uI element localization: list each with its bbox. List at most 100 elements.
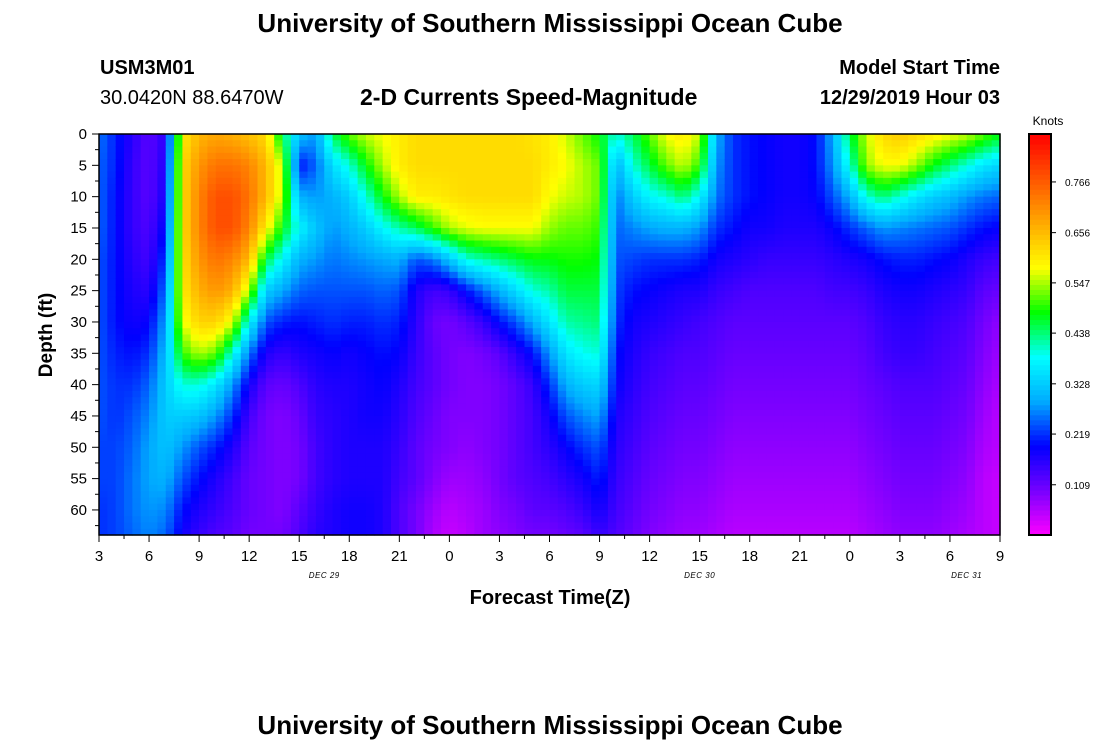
- heatmap-cell: [532, 196, 542, 204]
- heatmap-cell: [365, 196, 375, 204]
- heatmap-cell: [441, 284, 450, 292]
- heatmap-cell: [616, 265, 626, 273]
- heatmap-cell: [607, 184, 617, 191]
- heatmap-cell: [390, 422, 400, 430]
- heatmap-cell: [407, 491, 417, 499]
- heatmap-cell: [657, 246, 667, 254]
- heatmap-cell: [140, 441, 150, 448]
- heatmap-cell: [549, 516, 559, 524]
- heatmap-cell: [708, 484, 717, 492]
- heatmap-cell: [591, 171, 601, 179]
- heatmap-cell: [390, 359, 400, 367]
- heatmap-cell: [174, 415, 184, 423]
- heatmap-cell: [507, 240, 517, 248]
- heatmap-cell: [140, 296, 150, 304]
- heatmap-cell: [282, 497, 292, 505]
- heatmap-cell: [532, 428, 542, 436]
- heatmap-cell: [249, 221, 259, 229]
- heatmap-cell: [474, 221, 484, 229]
- heatmap-cell: [574, 509, 584, 517]
- heatmap-cell: [332, 434, 342, 442]
- heatmap-cell: [466, 528, 476, 536]
- heatmap-cell: [741, 334, 751, 342]
- heatmap-cell: [674, 378, 684, 386]
- heatmap-cell: [199, 184, 209, 191]
- heatmap-cell: [691, 466, 701, 473]
- heatmap-cell: [641, 528, 651, 536]
- heatmap-cell: [324, 378, 334, 386]
- heatmap-cell: [182, 259, 192, 267]
- heatmap-cell: [441, 472, 450, 480]
- heatmap-cell: [357, 215, 367, 223]
- heatmap-cell: [324, 509, 334, 517]
- heatmap-cell: [557, 171, 567, 179]
- heatmap-cell: [516, 528, 526, 536]
- heatmap-cell: [232, 177, 242, 185]
- heatmap-cell: [407, 271, 417, 279]
- heatmap-cell: [741, 365, 751, 373]
- heatmap-cell: [340, 227, 350, 235]
- heatmap-cell: [424, 209, 434, 217]
- heatmap-cell: [416, 196, 425, 204]
- heatmap-cell: [124, 221, 133, 229]
- heatmap-cell: [733, 359, 742, 367]
- heatmap-cell: [382, 202, 392, 210]
- heatmap-cell: [499, 246, 509, 254]
- heatmap-cell: [699, 466, 709, 473]
- heatmap-cell: [591, 409, 601, 417]
- heatmap-cell: [474, 497, 484, 505]
- heatmap-cell: [507, 196, 517, 204]
- heatmap-cell: [574, 453, 584, 461]
- heatmap-cell: [99, 259, 108, 267]
- heatmap-cell: [432, 372, 442, 379]
- heatmap-cell: [691, 353, 701, 361]
- heatmap-cell: [524, 159, 534, 166]
- heatmap-cell: [591, 484, 601, 492]
- heatmap-cell: [582, 484, 592, 492]
- heatmap-cell: [482, 384, 492, 392]
- heatmap-cell: [491, 159, 501, 166]
- heatmap-cell: [124, 253, 133, 260]
- heatmap-cell: [349, 365, 359, 373]
- heatmap-cell: [532, 403, 542, 411]
- heatmap-cell: [407, 384, 417, 392]
- heatmap-cell: [199, 340, 209, 348]
- heatmap-cell: [724, 177, 734, 185]
- heatmap-cell: [140, 159, 150, 166]
- heatmap-cell: [399, 503, 409, 511]
- heatmap-cell: [240, 215, 250, 223]
- heatmap-cell: [632, 309, 642, 317]
- heatmap-cell: [115, 472, 125, 480]
- heatmap-cell: [482, 165, 492, 173]
- heatmap-cell: [357, 365, 367, 373]
- heatmap-cell: [691, 478, 701, 486]
- heatmap-cell: [232, 472, 242, 480]
- heatmap-cell: [207, 409, 217, 417]
- heatmap-cell: [232, 453, 242, 461]
- heatmap-cell: [332, 441, 342, 448]
- heatmap-cell: [532, 253, 542, 260]
- heatmap-cell: [716, 384, 726, 392]
- heatmap-cell: [632, 516, 642, 524]
- heatmap-cell: [516, 328, 526, 336]
- heatmap-cell: [733, 177, 742, 185]
- heatmap-cell: [190, 378, 200, 386]
- heatmap-cell: [157, 522, 167, 530]
- heatmap-cell: [491, 196, 501, 204]
- heatmap-cell: [307, 265, 317, 273]
- heatmap-cell: [240, 321, 250, 329]
- heatmap-cell: [741, 146, 751, 154]
- heatmap-cell: [315, 334, 325, 342]
- heatmap-cell: [249, 209, 259, 217]
- heatmap-cell: [674, 309, 684, 317]
- heatmap-cell: [307, 384, 317, 392]
- heatmap-cell: [115, 184, 125, 191]
- heatmap-cell: [207, 365, 217, 373]
- heatmap-cell: [416, 472, 425, 480]
- heatmap-cell: [557, 134, 567, 141]
- heatmap-cell: [708, 196, 717, 204]
- heatmap-cell: [666, 296, 676, 304]
- heatmap-cell: [582, 265, 592, 273]
- heatmap-cell: [674, 190, 684, 198]
- heatmap-cell: [240, 509, 250, 517]
